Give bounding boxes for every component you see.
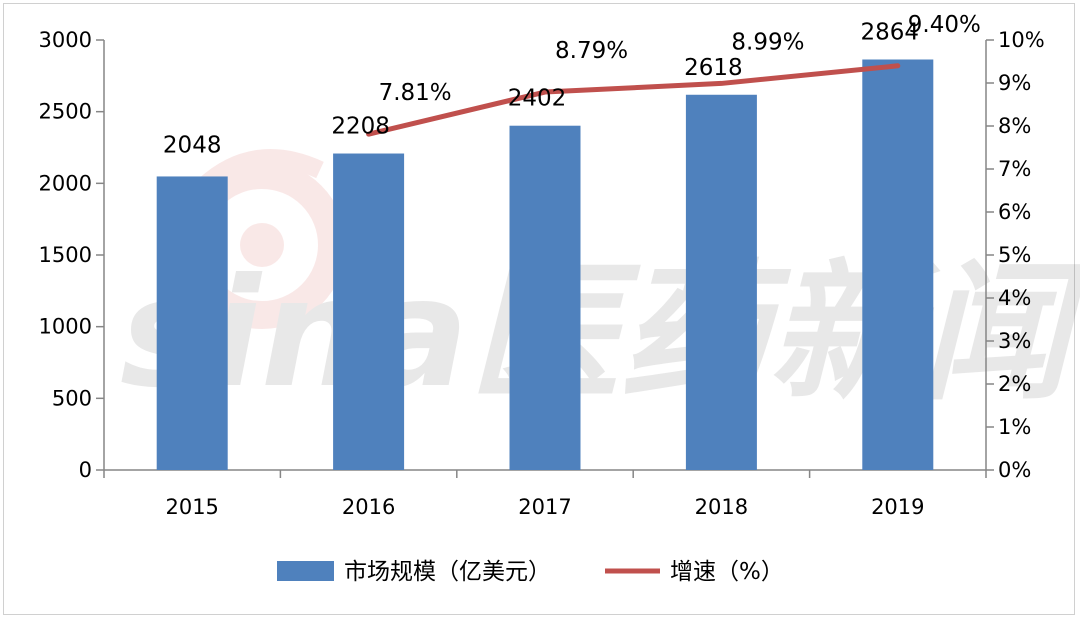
y-right-tick-label: 8% [998, 114, 1031, 138]
y-right-tick-label: 10% [998, 28, 1045, 52]
bar-data-label: 2618 [684, 55, 743, 81]
bar [509, 125, 581, 471]
legend-bar-label: 市场规模（亿美元） [344, 559, 551, 585]
bar [156, 176, 228, 470]
sina-watermark: sina医药新闻 [120, 149, 1080, 421]
bar [333, 153, 405, 470]
y-left-tick-label: 1000 [39, 315, 92, 339]
line-data-label: 7.81% [379, 80, 452, 106]
bar-data-label: 2048 [163, 132, 222, 158]
x-tick-label: 2016 [342, 495, 395, 519]
y-left-tick-label: 2500 [39, 100, 92, 124]
y-left-tick-label: 0 [79, 458, 92, 482]
y-right-tick-label: 7% [998, 157, 1031, 181]
legend-bar-swatch [277, 561, 334, 581]
chart-frame [3, 3, 1075, 615]
y-left-tick-label: 500 [52, 386, 92, 410]
y-right-tick-label: 9% [998, 71, 1031, 95]
y-right-tick-label: 1% [998, 415, 1031, 439]
x-tick-label: 2019 [871, 495, 924, 519]
bar [685, 94, 757, 471]
legend-line-label: 增速（%） [670, 559, 784, 585]
y-right-tick-label: 5% [998, 243, 1031, 267]
x-tick-label: 2017 [518, 495, 571, 519]
y-left-tick-label: 2000 [39, 171, 92, 195]
y-right-tick-label: 6% [998, 200, 1031, 224]
x-tick-label: 2018 [695, 495, 748, 519]
y-left-tick-label: 1500 [39, 243, 92, 267]
y-right-tick-label: 3% [998, 329, 1031, 353]
growth-line [366, 63, 901, 137]
y-right-tick-label: 4% [998, 286, 1031, 310]
line-data-label: 8.99% [731, 29, 804, 55]
bar [862, 59, 934, 470]
bar-data-label: 2864 [861, 19, 920, 45]
svg-text:sina医药新闻: sina医药新闻 [120, 247, 1080, 421]
y-left-tick-label: 3000 [39, 28, 92, 52]
x-tick-label: 2015 [165, 495, 218, 519]
bar-data-label: 2402 [508, 86, 567, 112]
line-data-label: 9.40% [908, 12, 981, 38]
y-right-tick-label: 2% [998, 372, 1031, 396]
y-right-tick-label: 0% [998, 458, 1031, 482]
bar-data-label: 2208 [331, 114, 390, 140]
line-data-label: 8.79% [555, 38, 628, 64]
